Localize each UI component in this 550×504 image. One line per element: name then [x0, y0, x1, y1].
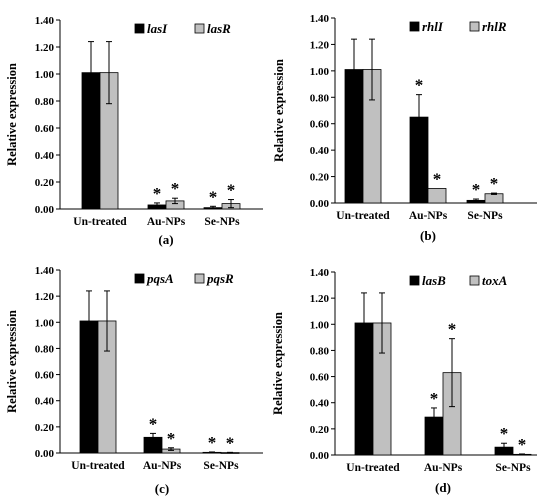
x-tick-label: Un-treated [346, 462, 400, 474]
y-tick-label: 0.20 [310, 424, 330, 436]
y-tick-label: 0.60 [310, 372, 330, 384]
significance-star: * [415, 76, 424, 95]
y-tick-label: 1.00 [35, 317, 55, 329]
y-tick-label: 1.00 [310, 319, 330, 331]
y-tick-label: 0.80 [35, 343, 55, 355]
significance-star: * [153, 184, 162, 203]
legend-swatch-rhlR [469, 21, 480, 32]
y-tick-label: 0.80 [310, 345, 330, 357]
y-tick-label: 1.40 [310, 267, 330, 279]
x-tick-label: Se-NPs [467, 210, 503, 222]
y-axis-title: Relative expression [271, 312, 285, 415]
chart-panel-d: 0.00 0.20 0.40 0.60 0.80 1.00 1.20 1.40 Relative… [271, 267, 537, 495]
significance-star: * [208, 433, 217, 452]
legend-label-lasI: lasI [147, 21, 168, 36]
legend-swatch-pqsA [134, 273, 145, 284]
legend-label-toxA: toxA [482, 273, 508, 288]
x-tick-label: Au-NPs [424, 462, 463, 474]
significance-star: * [430, 389, 439, 408]
significance-star: * [226, 433, 235, 452]
y-axis-title: Relative expression [5, 310, 19, 413]
x-tick-label: Au-NPs [143, 460, 182, 472]
y-axis-title: Relative expression [5, 63, 19, 166]
y-tick-label: 0.80 [35, 96, 55, 108]
legend-swatch-pqsR [194, 273, 205, 284]
y-tick-label: 0.00 [310, 450, 330, 462]
significance-star: * [149, 414, 158, 433]
y-tick-label: 0.00 [35, 448, 55, 460]
x-tick-label: Se-NPs [203, 460, 239, 472]
legend-label-pqsA: pqsA [146, 271, 174, 286]
y-tick-label: 0.40 [310, 398, 330, 410]
panel-label: (b) [420, 228, 436, 243]
y-tick-label: 1.20 [310, 293, 330, 305]
y-tick-label: 0.20 [35, 177, 55, 189]
y-tick-label: 1.00 [310, 66, 330, 78]
y-tick-label: 0.40 [35, 150, 55, 162]
significance-star: * [433, 169, 442, 188]
significance-star: * [490, 174, 499, 193]
y-tick-label: 0.60 [35, 370, 55, 382]
x-tick-label: Se-NPs [204, 216, 240, 228]
y-tick-label: 1.20 [310, 39, 330, 51]
significance-star: * [167, 429, 176, 448]
bar-rhlR-Se-NPs [484, 193, 504, 204]
panel-label: (d) [435, 480, 451, 495]
x-tick-label: Au-NPs [409, 210, 448, 222]
chart-panel-a: 0.00 0.20 0.40 0.60 0.80 1.00 1.20 1.40 Relative… [5, 15, 263, 247]
x-tick-label: Un-treated [336, 210, 390, 222]
y-tick-label: 1.20 [35, 291, 55, 303]
x-tick-label: Se-NPs [495, 462, 531, 474]
x-tick-label: Au-NPs [147, 216, 186, 228]
significance-star: * [448, 320, 457, 339]
y-tick-label: 0.20 [35, 422, 55, 434]
legend-swatch-rhlI [409, 21, 420, 32]
y-tick-label: 1.20 [35, 42, 55, 54]
significance-star: * [500, 424, 509, 443]
y-tick-label: 1.40 [35, 15, 55, 27]
chart-panel-c: 0.00 0.20 0.40 0.60 0.80 1.00 1.20 1.40 Relative… [5, 265, 263, 496]
panel-label: (a) [158, 232, 173, 247]
y-tick-label: 1.40 [310, 13, 330, 25]
y-tick-label: 0.60 [35, 123, 55, 135]
y-tick-label: 0.80 [310, 92, 330, 104]
panel-label: (c) [155, 481, 169, 496]
legend-swatch-lasR [194, 23, 205, 34]
y-tick-label: 0.20 [310, 172, 330, 184]
y-tick-label: 0.40 [310, 145, 330, 157]
y-axis-title: Relative expression [272, 59, 286, 162]
chart-panel-b: 0.00 0.20 0.40 0.60 0.80 1.00 1.20 1.40 Relative… [272, 13, 537, 243]
significance-star: * [518, 435, 527, 454]
y-tick-label: 0.60 [310, 119, 330, 131]
significance-star: * [171, 179, 180, 198]
y-tick-label: 1.40 [35, 265, 55, 277]
legend-label-lasB: lasB [422, 273, 446, 288]
significance-star: * [209, 187, 218, 206]
y-tick-label: 0.00 [35, 204, 55, 216]
legend-swatch-lasB [409, 275, 420, 286]
bar-rhlR-Au-NPs [427, 188, 447, 204]
x-tick-label: Un-treated [73, 216, 127, 228]
legend-swatch-toxA [469, 275, 480, 286]
legend-label-pqsR: pqsR [206, 271, 234, 286]
y-tick-label: 0.40 [35, 396, 55, 408]
legend-label-lasR: lasR [207, 21, 231, 36]
legend-swatch-lasI [134, 23, 145, 34]
x-tick-label: Un-treated [71, 460, 125, 472]
y-tick-label: 0.00 [310, 198, 330, 210]
legend-label-rhlR: rhlR [482, 19, 507, 34]
legend-label-rhlI: rhlI [422, 19, 444, 34]
y-tick-label: 1.00 [35, 69, 55, 81]
significance-star: * [227, 181, 236, 200]
significance-star: * [472, 180, 481, 199]
